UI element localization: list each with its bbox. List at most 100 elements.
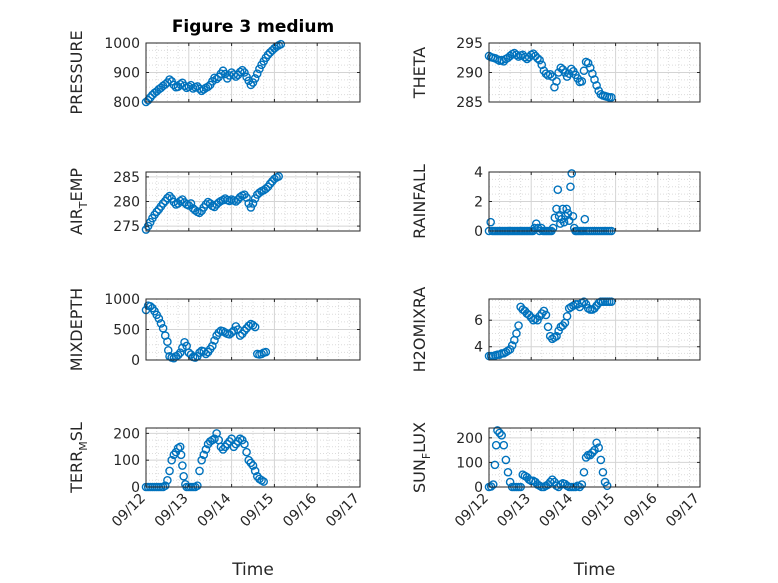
data-point — [556, 63, 566, 73]
data-point — [248, 78, 258, 87]
data-point — [531, 219, 541, 228]
subplot-2: 285 290 295 THETA — [410, 36, 701, 111]
data-point — [201, 445, 211, 454]
data-point — [229, 326, 239, 336]
data-point — [210, 434, 219, 444]
y-tick-label: 1000 — [104, 292, 140, 308]
data-point — [248, 461, 258, 470]
data-point — [163, 193, 172, 203]
data-point — [493, 426, 502, 435]
y-tick-label: 4 — [474, 165, 483, 181]
data-point — [566, 64, 576, 74]
y-tick-label: 200 — [456, 431, 483, 447]
data-point — [535, 55, 544, 65]
data-point — [208, 341, 217, 351]
data-point — [564, 69, 574, 78]
data-point — [263, 50, 273, 60]
data-point — [602, 481, 612, 491]
data-point — [488, 480, 498, 489]
data-point — [577, 480, 587, 489]
data-point — [562, 311, 572, 321]
y-tick-label: 800 — [113, 95, 140, 111]
data-point — [548, 72, 557, 81]
x-tick-label: 09/14 — [195, 490, 235, 530]
subplot-8: 0 100 200 09/12 09/13 09/14 09/15 09/16 09/17 Tim… — [410, 422, 703, 580]
data-point — [592, 81, 601, 90]
data-point — [495, 428, 504, 438]
data-point — [501, 455, 511, 465]
data-point — [242, 447, 251, 457]
data-point — [541, 310, 551, 320]
data-point — [203, 82, 213, 91]
data-point — [231, 72, 241, 81]
y-axis-label: TERRMSL — [67, 422, 90, 494]
data-point — [552, 77, 561, 86]
data-point — [145, 302, 155, 311]
y-tick-label: 100 — [113, 453, 140, 469]
data-point — [240, 326, 249, 336]
data-point — [568, 211, 578, 221]
y-tick-label: 0 — [474, 480, 483, 496]
y-tick-label: 280 — [113, 195, 140, 211]
data-point — [165, 191, 174, 201]
y-tick-label: 275 — [113, 219, 140, 235]
x-tick-label: 09/17 — [323, 491, 363, 531]
data-point — [252, 69, 262, 78]
data-point — [577, 77, 587, 86]
data-point — [178, 461, 187, 470]
x-tick-label: 09/13 — [494, 491, 534, 531]
data-point — [235, 67, 245, 77]
data-point — [590, 445, 599, 455]
y-tick-label: 1000 — [104, 36, 140, 52]
data-point — [184, 348, 194, 357]
data-point — [543, 322, 553, 332]
data-point — [276, 39, 286, 49]
data-point — [261, 347, 271, 357]
data-point — [545, 477, 555, 487]
data-point — [160, 481, 170, 490]
y-tick-label: 100 — [456, 455, 483, 471]
y-tick-label: 500 — [113, 323, 140, 339]
data-point — [154, 314, 164, 323]
data-point — [556, 219, 565, 228]
data-point — [580, 214, 590, 224]
data-point — [250, 322, 260, 332]
data-point — [503, 467, 513, 477]
x-tick-label: 09/15 — [579, 491, 619, 531]
data-point — [499, 440, 509, 450]
subplot-4: 0 2 4 RAINFALL — [410, 164, 701, 240]
data-point — [486, 217, 495, 227]
subplot-6: 4 6 H2OMIXRA — [410, 287, 701, 372]
x-axis-label: Time — [231, 560, 274, 580]
data-point — [163, 475, 172, 485]
data-point — [248, 320, 258, 330]
data-point — [156, 319, 166, 328]
data-point — [592, 438, 601, 448]
data-point — [581, 453, 591, 462]
y-axis-label: PRESSURE — [67, 30, 86, 114]
data-point — [176, 450, 186, 460]
data-point — [259, 477, 269, 486]
x-axis-label: Time — [573, 560, 616, 580]
y-tick-label: 0 — [131, 480, 140, 496]
data-point — [585, 450, 595, 460]
data-point — [566, 182, 575, 192]
data-point — [210, 202, 219, 212]
y-tick-label: 900 — [113, 66, 140, 82]
data-point — [246, 80, 256, 90]
data-point — [173, 350, 183, 360]
data-point — [184, 82, 194, 91]
data-point — [545, 69, 555, 79]
data-point — [588, 448, 597, 457]
y-tick-label: 0 — [474, 224, 483, 240]
data-point — [231, 197, 241, 206]
axes-box — [488, 427, 701, 488]
data-point — [514, 321, 523, 330]
y-axis-label: SUNFLUX — [410, 422, 433, 493]
data-point — [152, 207, 161, 217]
data-point — [214, 328, 224, 337]
data-point — [274, 172, 283, 181]
data-point — [594, 443, 604, 452]
data-point — [175, 80, 185, 89]
